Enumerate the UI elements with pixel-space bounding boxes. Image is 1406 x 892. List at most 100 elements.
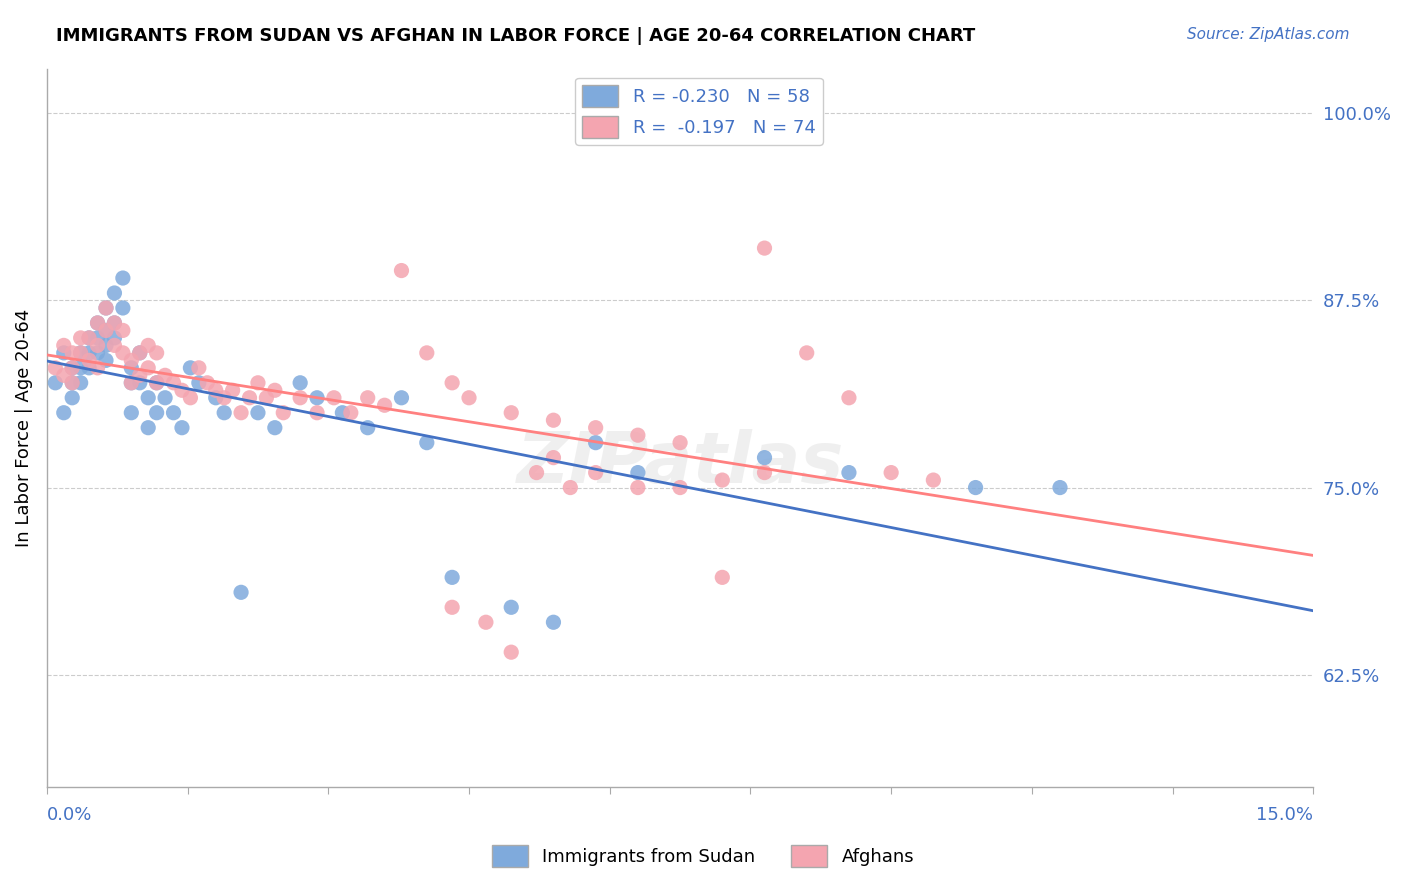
Point: [543, 413, 565, 427]
Point: [711, 570, 734, 584]
Point: [221, 384, 243, 398]
Point: [357, 420, 380, 434]
Point: [94, 323, 117, 337]
Point: [391, 391, 413, 405]
Point: [305, 391, 328, 405]
Point: [145, 346, 167, 360]
Point: [136, 391, 159, 405]
Point: [838, 391, 860, 405]
Point: [52, 338, 75, 352]
Point: [69, 331, 91, 345]
Point: [754, 241, 776, 255]
Point: [170, 384, 193, 398]
Point: [195, 376, 218, 390]
Point: [60, 391, 83, 405]
Point: [627, 481, 650, 495]
Point: [136, 420, 159, 434]
Point: [120, 406, 142, 420]
Point: [187, 376, 209, 390]
Point: [229, 406, 252, 420]
Point: [145, 376, 167, 390]
Point: [212, 406, 235, 420]
Point: [86, 338, 108, 352]
Point: [501, 600, 523, 615]
Point: [60, 360, 83, 375]
Point: [94, 353, 117, 368]
Point: [52, 406, 75, 420]
Point: [204, 384, 226, 398]
Point: [69, 346, 91, 360]
Point: [69, 376, 91, 390]
Point: [111, 346, 134, 360]
Point: [263, 384, 285, 398]
Point: [77, 360, 100, 375]
Point: [60, 376, 83, 390]
Point: [246, 406, 269, 420]
Point: [128, 368, 150, 383]
Point: [60, 346, 83, 360]
Point: [340, 406, 363, 420]
Point: [1049, 481, 1071, 495]
Point: [120, 353, 142, 368]
Point: [543, 615, 565, 630]
Point: [441, 376, 464, 390]
Point: [374, 398, 396, 412]
Point: [229, 585, 252, 599]
Point: [111, 323, 134, 337]
Point: [136, 360, 159, 375]
Point: [86, 331, 108, 345]
Point: [69, 360, 91, 375]
Point: [585, 466, 607, 480]
Point: [585, 435, 607, 450]
Point: [77, 346, 100, 360]
Point: [162, 376, 184, 390]
Point: [77, 331, 100, 345]
Point: [77, 353, 100, 368]
Point: [44, 376, 66, 390]
Point: [86, 346, 108, 360]
Point: [153, 391, 176, 405]
Point: [120, 376, 142, 390]
Point: [391, 263, 413, 277]
Point: [153, 368, 176, 383]
Point: [128, 346, 150, 360]
Point: [965, 481, 987, 495]
Point: [305, 406, 328, 420]
Point: [475, 615, 498, 630]
Point: [754, 450, 776, 465]
Point: [103, 316, 125, 330]
Point: [526, 466, 548, 480]
Point: [162, 406, 184, 420]
Point: [52, 368, 75, 383]
Point: [288, 391, 311, 405]
Point: [179, 360, 201, 375]
Text: IMMIGRANTS FROM SUDAN VS AFGHAN IN LABOR FORCE | AGE 20-64 CORRELATION CHART: IMMIGRANTS FROM SUDAN VS AFGHAN IN LABOR…: [56, 27, 976, 45]
Point: [441, 570, 464, 584]
Point: [711, 473, 734, 487]
Point: [441, 600, 464, 615]
Point: [145, 376, 167, 390]
Point: [238, 391, 260, 405]
Point: [86, 316, 108, 330]
Point: [103, 316, 125, 330]
Point: [103, 338, 125, 352]
Point: [669, 435, 692, 450]
Point: [560, 481, 582, 495]
Point: [77, 331, 100, 345]
Point: [880, 466, 903, 480]
Point: [416, 435, 439, 450]
Point: [145, 406, 167, 420]
Point: [416, 346, 439, 360]
Point: [94, 301, 117, 315]
Point: [754, 466, 776, 480]
Point: [86, 316, 108, 330]
Text: ZIPatlas: ZIPatlas: [516, 429, 844, 498]
Point: [669, 481, 692, 495]
Point: [838, 466, 860, 480]
Point: [44, 360, 66, 375]
Legend: R = -0.230   N = 58, R =  -0.197   N = 74: R = -0.230 N = 58, R = -0.197 N = 74: [575, 78, 823, 145]
Point: [94, 338, 117, 352]
Point: [94, 323, 117, 337]
Point: [332, 406, 354, 420]
Point: [458, 391, 481, 405]
